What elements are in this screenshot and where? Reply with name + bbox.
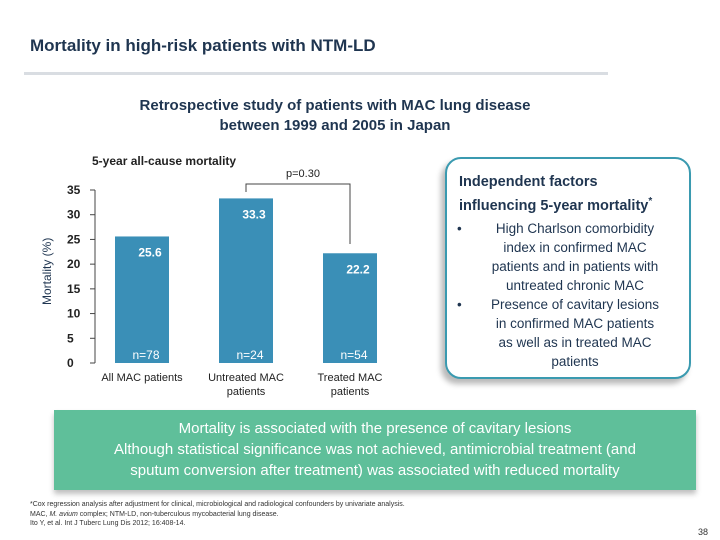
banner-line-1: Mortality is associated with the presenc… xyxy=(178,420,572,437)
bullet-icon: • xyxy=(457,220,462,236)
bar xyxy=(323,253,377,363)
subtitle-line-1: Retrospective study of patients with MAC… xyxy=(139,97,531,114)
title-divider xyxy=(24,72,608,75)
factor-line: patients xyxy=(551,353,599,369)
significance-bracket xyxy=(245,183,351,244)
y-tick-label: 25 xyxy=(67,232,81,246)
footnotes: *Cox regression analysis after adjustmen… xyxy=(30,500,590,529)
x-category-label: patients xyxy=(227,386,266,398)
subtitle-line-2: between 1999 and 2005 in Japan xyxy=(219,117,451,134)
bar-n-label: n=78 xyxy=(132,348,159,362)
factor-line: High Charlson comorbidity xyxy=(495,220,655,236)
y-tick-label: 20 xyxy=(67,257,81,271)
y-tick-label: 0 xyxy=(67,356,74,370)
infobox-heading: Independent factors influencing 5-year m… xyxy=(459,173,679,216)
footnote-mark: * xyxy=(648,196,653,207)
chart-title: 5-year all-cause mortality xyxy=(92,154,237,168)
independent-factors-box: Independent factors influencing 5-year m… xyxy=(445,157,691,379)
factor-line: index in confirmed MAC xyxy=(503,239,647,255)
x-category-label: patients xyxy=(331,386,370,398)
factor-line: Presence of cavitary lesions xyxy=(490,296,660,312)
infobox-heading-line-2: influencing 5-year mortality* xyxy=(459,192,679,216)
banner-line-3: sputum conversion after treatment) was a… xyxy=(130,462,620,479)
infobox-heading-line-1: Independent factors xyxy=(459,174,598,190)
key-findings-banner: Mortality is associated with the presenc… xyxy=(54,410,696,490)
slide-subtitle: Retrospective study of patients with MAC… xyxy=(60,96,610,136)
y-tick-label: 30 xyxy=(67,208,81,222)
bar xyxy=(219,198,273,363)
y-tick-label: 10 xyxy=(67,307,81,321)
infobox-heading-text: influencing 5-year mortality xyxy=(459,197,649,214)
x-category-label: Treated MAC xyxy=(317,372,382,384)
factor-item-cavitary: • Presence of cavitary lesions in confir… xyxy=(457,295,679,371)
factor-list: • High Charlson comorbidity index in con… xyxy=(457,219,679,371)
footnote-species: M. avium xyxy=(49,510,78,518)
footnote-abbrev-a: MAC, xyxy=(30,510,50,518)
y-tick-label: 5 xyxy=(67,331,74,345)
factor-line: in confirmed MAC patients xyxy=(495,315,655,331)
bar-value-label: 25.6 xyxy=(138,245,162,259)
factor-item-comorbidity: • High Charlson comorbidity index in con… xyxy=(457,219,679,295)
factor-line: patients and in patients with xyxy=(491,258,659,274)
footnote-line-1: *Cox regression analysis after adjustmen… xyxy=(30,501,405,508)
bar-n-label: n=54 xyxy=(340,348,367,362)
page-number: 38 xyxy=(698,527,709,537)
bar-value-label: 33.3 xyxy=(242,207,266,221)
factor-line: as well as in treated MAC xyxy=(498,334,652,350)
x-category-label: All MAC patients xyxy=(101,372,183,384)
banner-line-2: Although statistical significance was no… xyxy=(114,441,636,458)
p-value-label: p=0.30 xyxy=(286,168,320,180)
factor-line: untreated chronic MAC xyxy=(505,277,645,293)
footnote-abbrev-c: complex; NTM-LD, non-tuberculous mycobac… xyxy=(77,510,279,518)
bar xyxy=(115,236,169,363)
slide-title: Mortality in high-risk patients with NTM… xyxy=(30,36,376,55)
y-tick-label: 35 xyxy=(67,183,81,197)
bar-n-label: n=24 xyxy=(236,348,263,362)
y-tick-label: 15 xyxy=(67,282,81,296)
footnote-citation: Ito Y, et al. Int J Tuberc Lung Dis 2012… xyxy=(30,520,186,527)
bar-value-label: 22.2 xyxy=(346,262,370,276)
footnote-line-2: MAC, M. avium complex; NTM-LD, non-tuber… xyxy=(30,510,590,520)
x-category-label: Untreated MAC xyxy=(208,372,284,384)
bullet-icon: • xyxy=(457,296,462,312)
